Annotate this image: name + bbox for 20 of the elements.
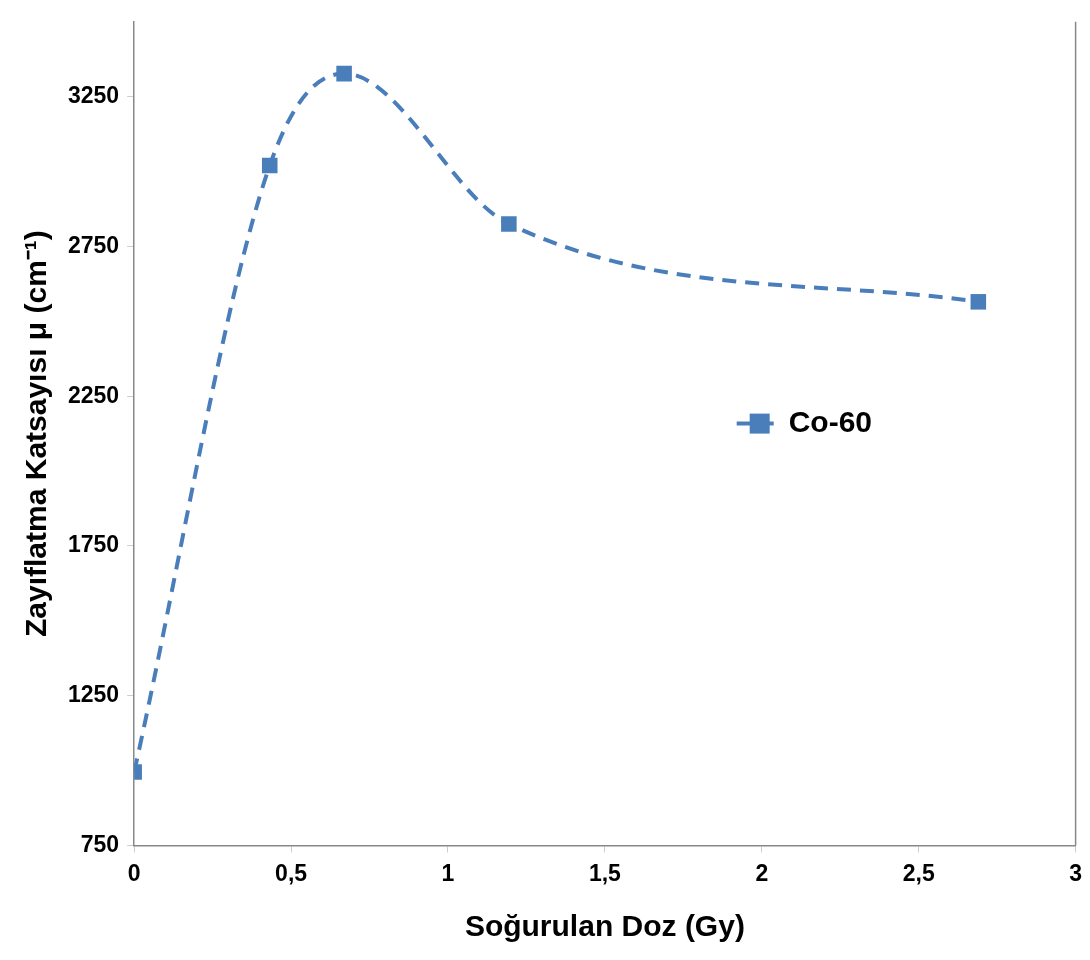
y-tick-label: 2750	[67, 231, 120, 258]
x-tick-label: 1,5	[588, 859, 622, 886]
y-axis-title: Zayıflatma Katsayısı μ (cm⁻¹)	[19, 230, 53, 638]
point	[261, 157, 278, 174]
x-tick-label: 0,5	[275, 859, 308, 886]
point	[501, 216, 517, 232]
legend-label: Co-60	[788, 404, 873, 438]
x-tick-label: 2,5	[902, 859, 935, 886]
point	[970, 294, 987, 310]
point	[336, 65, 352, 82]
x-tick-label: 2	[755, 859, 769, 886]
x-tick-label: 0	[127, 859, 141, 886]
y-tick-label: 1250	[67, 681, 120, 707]
x-axis-title: Soğurulan Doz (Gy)	[464, 909, 745, 943]
y-tick-label: 750	[80, 830, 120, 857]
y-tick-label: 1750	[67, 531, 120, 558]
x-tick-label: 1	[441, 859, 455, 886]
y-tick-label: 3250	[67, 82, 120, 109]
x-tick-label: 3	[1069, 859, 1082, 886]
y-tick-label: 2250	[67, 381, 120, 408]
